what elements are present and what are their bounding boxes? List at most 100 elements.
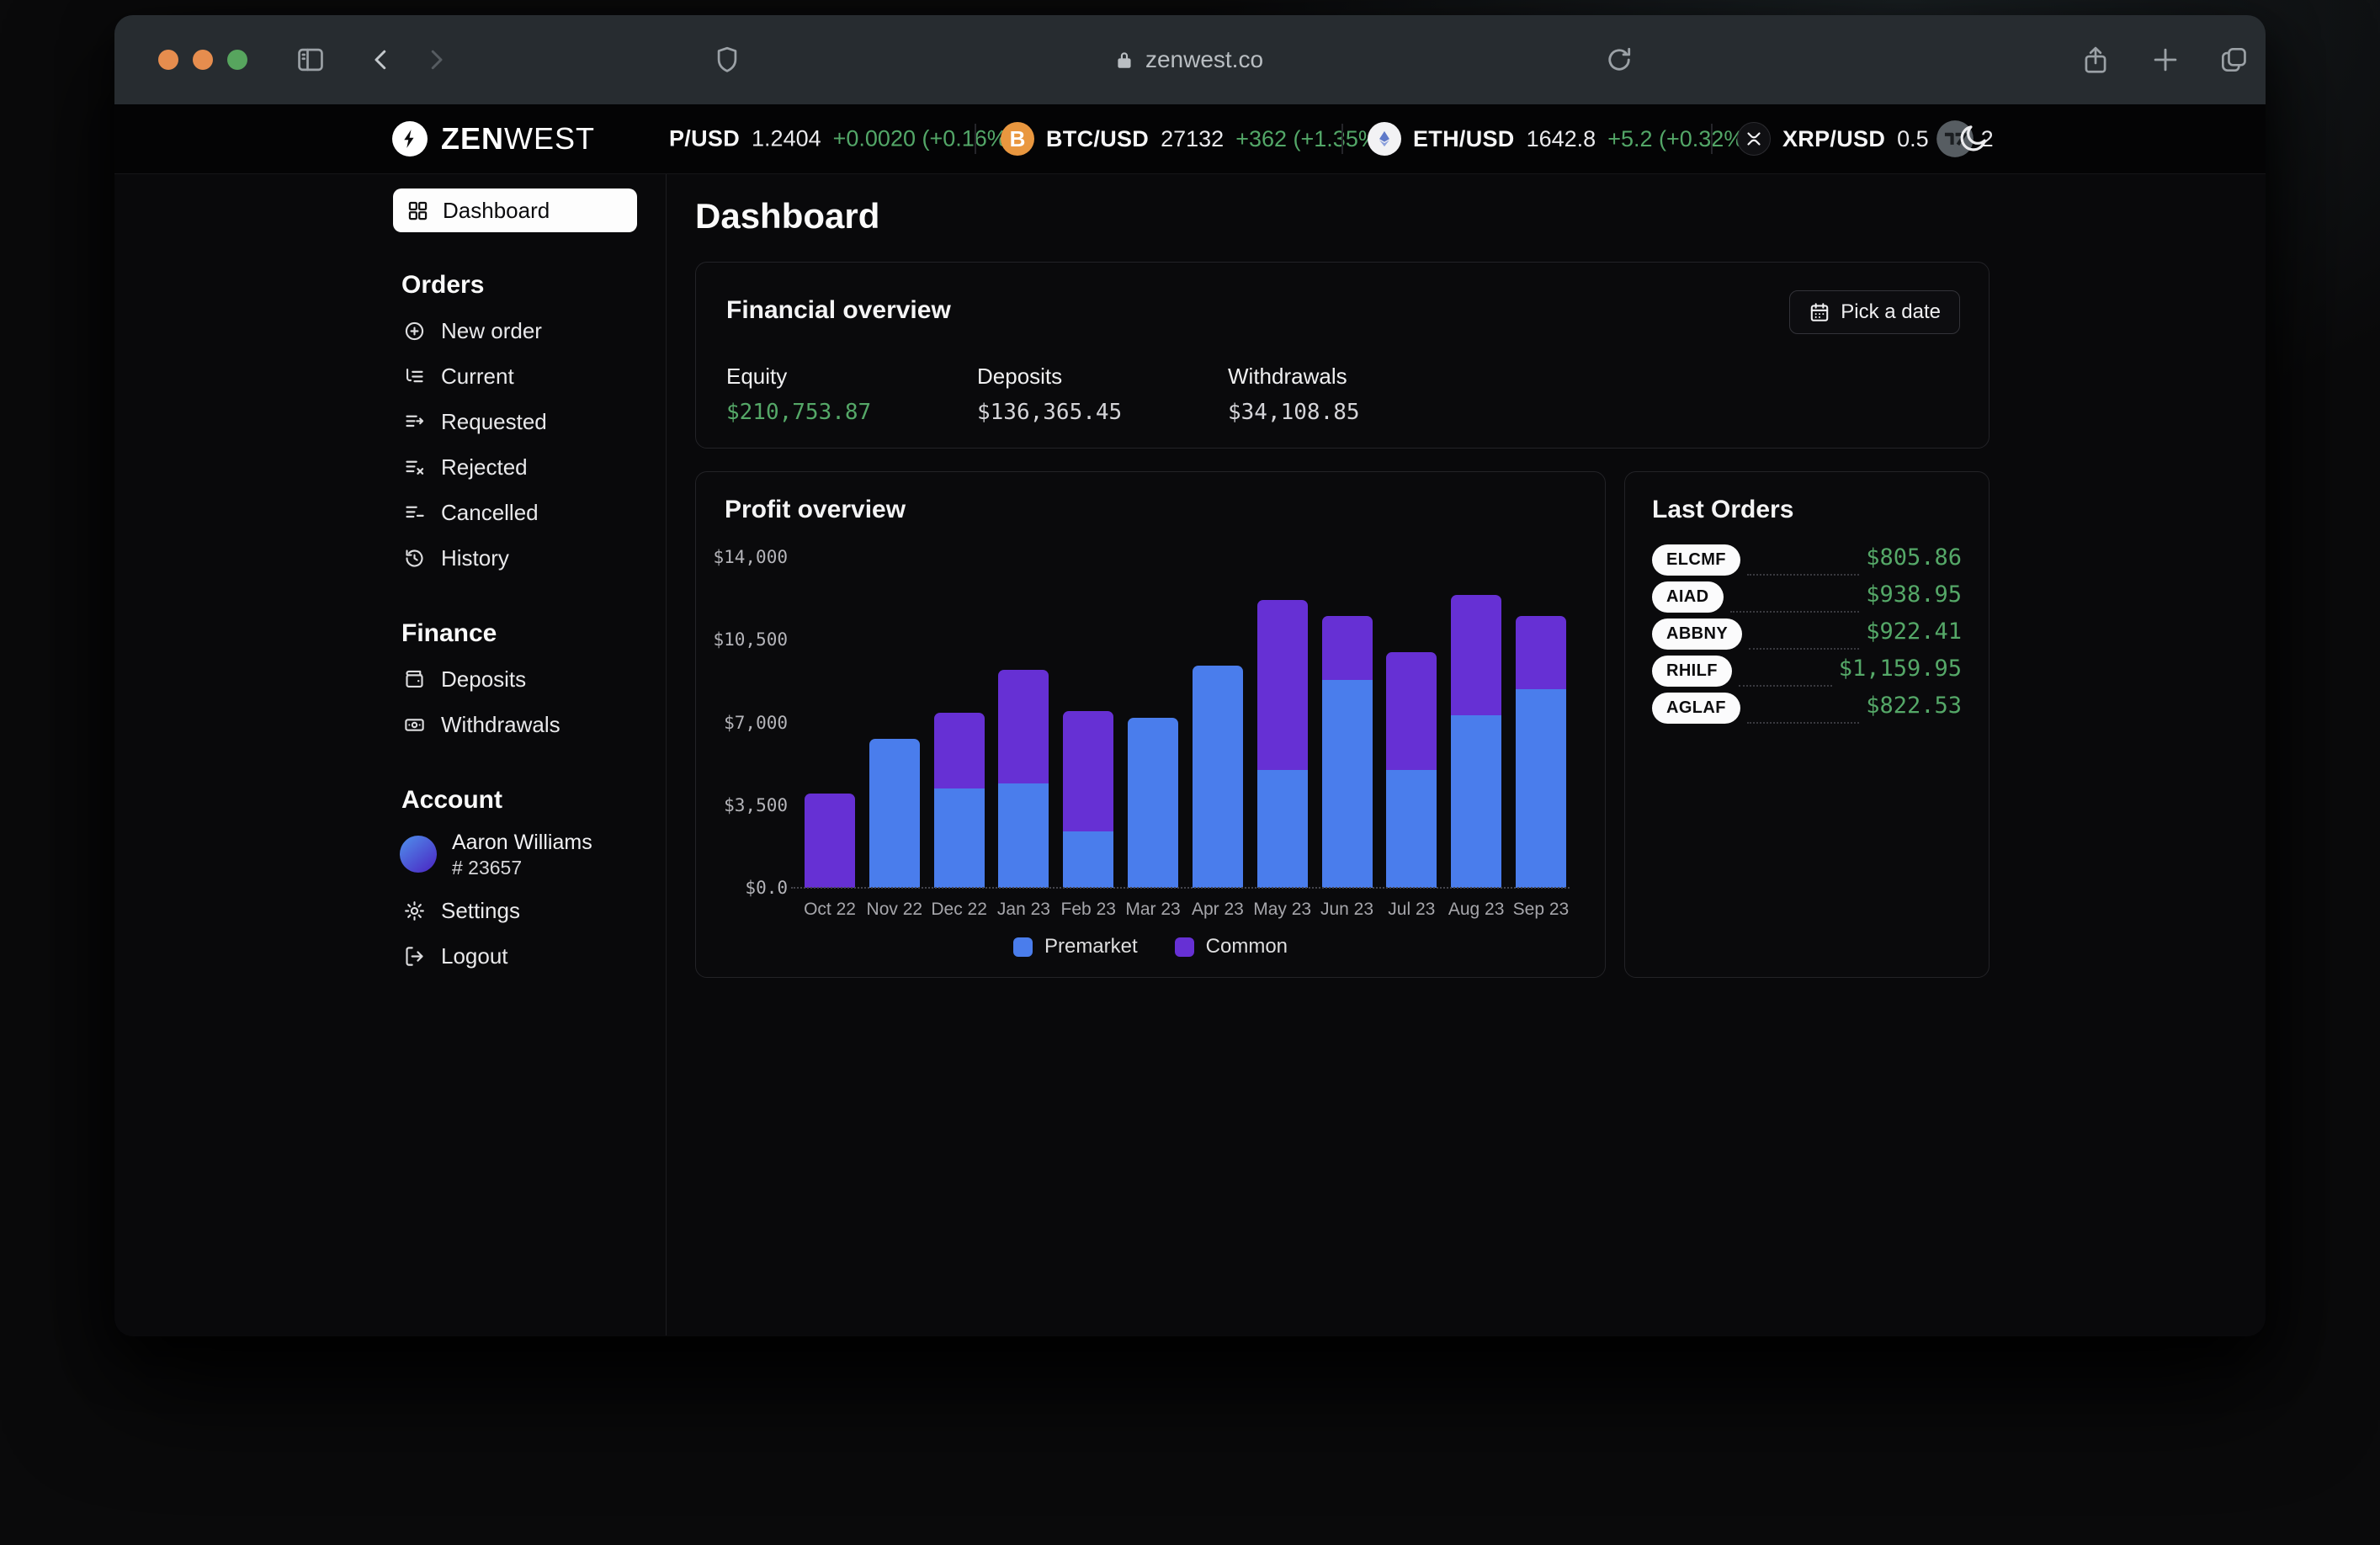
- pick-a-date-button[interactable]: Pick a date: [1789, 290, 1960, 334]
- dashboard-grid-icon: [406, 199, 429, 222]
- bar-segment-common: [933, 713, 985, 788]
- bar-segment-premarket: [1063, 831, 1114, 888]
- zap-logo-icon: [392, 121, 428, 157]
- app-logo[interactable]: ZENWEST: [392, 121, 595, 157]
- ticker-btcusd[interactable]: B BTC/USD 27132 +362 (+1.35%): [1001, 122, 1386, 156]
- profit-overview-card: Profit overview $0.0 $3,500 $7,000 $10,500 $…: [695, 471, 1606, 978]
- bar-segment-premarket: [869, 739, 920, 888]
- history-clock-icon: [403, 547, 426, 570]
- plus-circle-icon: [403, 320, 426, 342]
- sidebar-item-label: Cancelled: [441, 499, 539, 525]
- pick-a-date-label: Pick a date: [1841, 300, 1941, 323]
- sidebar: Dashboard Orders New order Current Reque…: [114, 174, 667, 1335]
- x-axis-tick: May 23: [1253, 900, 1312, 919]
- dark-mode-toggle[interactable]: [1956, 122, 1990, 156]
- ticker-pusd[interactable]: P/USD 1.2404 +0.0020 (+0.16%): [669, 126, 1015, 152]
- ticker-change: +5.2 (+0.32%): [1607, 125, 1752, 151]
- sidebar-item-history[interactable]: History: [393, 535, 666, 581]
- sidebar-item-current[interactable]: Current: [393, 353, 666, 399]
- list-x-icon: [403, 456, 426, 479]
- x-axis-tick: Nov 22: [866, 900, 923, 919]
- stat-deposits: Deposits $136,365.45: [977, 364, 1228, 425]
- bar-jan-23: Jan 23: [997, 557, 1050, 919]
- x-axis-tick: Jan 23: [996, 900, 1050, 919]
- ticker-value: 1.2404: [752, 125, 821, 151]
- bar-segment-common: [1321, 616, 1373, 680]
- x-axis-tick: Aug 23: [1448, 900, 1505, 919]
- order-row[interactable]: AGLAF $822.53: [1652, 693, 1962, 730]
- bar-segment-premarket: [933, 788, 985, 888]
- stat-equity: Equity $210,753.87: [726, 364, 977, 425]
- order-row[interactable]: ABBNY $922.41: [1652, 619, 1962, 656]
- minimize-window-button[interactable]: [193, 50, 213, 70]
- chart-legend: Premarket Common: [696, 935, 1605, 958]
- dotted-leader: [1738, 650, 1832, 687]
- sidebar-item-label: Withdrawals: [441, 711, 560, 737]
- sidebar-toggle-icon[interactable]: [295, 44, 327, 76]
- share-icon[interactable]: [2080, 44, 2112, 76]
- order-price: $1,159.95: [1838, 656, 1962, 682]
- sidebar-item-settings[interactable]: Settings: [393, 888, 666, 933]
- divider: [1711, 124, 1713, 154]
- stat-withdrawals: Withdrawals $34,108.85: [1228, 364, 1479, 425]
- list-tree-icon: [403, 365, 426, 388]
- y-axis-tick: $14,000: [713, 547, 788, 567]
- moon-icon: [1956, 122, 1990, 156]
- x-axis-tick: Apr 23: [1191, 900, 1244, 919]
- sidebar-item-dashboard[interactable]: Dashboard: [393, 188, 637, 232]
- x-axis-tick: Jun 23: [1320, 900, 1374, 919]
- last-orders-list: ELCMF $805.86 AIAD $938.95 ABBNY: [1652, 544, 1962, 730]
- order-ticker-badge: AIAD: [1652, 581, 1724, 613]
- new-tab-icon[interactable]: [2149, 44, 2181, 76]
- ticker-change: +0.0020 (+0.16%): [832, 125, 1015, 151]
- divider: [1341, 124, 1343, 154]
- sidebar-item-new-order[interactable]: New order: [393, 308, 666, 353]
- calendar-icon: [1809, 301, 1830, 323]
- ticker-value: 0.5: [1897, 125, 1929, 151]
- address-bar[interactable]: zenwest.co: [1113, 46, 1263, 73]
- sidebar-item-label: Rejected: [441, 454, 528, 480]
- bar-jun-23: Jun 23: [1320, 557, 1373, 919]
- bar-segment-common: [998, 670, 1049, 783]
- shield-icon[interactable]: [712, 45, 742, 75]
- stat-value: $136,365.45: [977, 400, 1123, 425]
- close-window-button[interactable]: [158, 50, 178, 70]
- brand-bold: ZEN: [441, 121, 504, 156]
- legend-item-common: Common: [1174, 935, 1288, 958]
- avatar: [400, 835, 437, 873]
- brand-name: ZENWEST: [441, 121, 595, 157]
- order-row[interactable]: ELCMF $805.86: [1652, 544, 1962, 581]
- reload-icon[interactable]: [1604, 45, 1634, 75]
- order-row[interactable]: AIAD $938.95: [1652, 581, 1962, 619]
- ticker-xrpusd[interactable]: XRP/USD 0.5 2: [1737, 119, 1994, 158]
- forward-button[interactable]: [421, 45, 451, 75]
- sidebar-item-requested[interactable]: Requested: [393, 399, 666, 444]
- x-axis-tick: Feb 23: [1060, 900, 1116, 919]
- user-profile[interactable]: Aaron Williams # 23657: [393, 828, 666, 879]
- brand-light: WEST: [504, 121, 595, 156]
- stat-label: Equity: [726, 364, 788, 389]
- zoom-window-button[interactable]: [227, 50, 247, 70]
- sidebar-item-label: Deposits: [441, 666, 527, 692]
- wallet-icon: [403, 668, 426, 691]
- order-ticker-badge: RHILF: [1652, 656, 1732, 687]
- last-orders-card: Last Orders ELCMF $805.86 AIAD $938.95: [1624, 471, 1990, 978]
- bar-oct-22: Oct 22: [804, 557, 856, 919]
- back-button[interactable]: [366, 45, 396, 75]
- sidebar-item-cancelled[interactable]: Cancelled: [393, 490, 666, 535]
- ticker-value: 27132: [1161, 125, 1225, 151]
- tab-overview-icon[interactable]: [2218, 44, 2250, 76]
- sidebar-item-rejected[interactable]: Rejected: [393, 444, 666, 490]
- stat-value: $34,108.85: [1228, 400, 1360, 425]
- sidebar-item-deposits[interactable]: Deposits: [393, 656, 666, 702]
- bar-jul-23: Jul 23: [1386, 557, 1437, 919]
- y-axis-tick: $3,500: [724, 794, 788, 815]
- sidebar-item-withdrawals[interactable]: Withdrawals: [393, 702, 666, 747]
- order-row[interactable]: RHILF $1,159.95: [1652, 656, 1962, 693]
- legend-swatch: [1012, 937, 1033, 957]
- order-ticker-badge: ELCMF: [1652, 544, 1740, 576]
- ticker-ethusd[interactable]: ETH/USD 1642.8 +5.2 (+0.32%): [1368, 122, 1751, 156]
- order-price: $805.86: [1866, 544, 1962, 571]
- order-price: $938.95: [1866, 581, 1962, 608]
- sidebar-item-logout[interactable]: Logout: [393, 933, 666, 979]
